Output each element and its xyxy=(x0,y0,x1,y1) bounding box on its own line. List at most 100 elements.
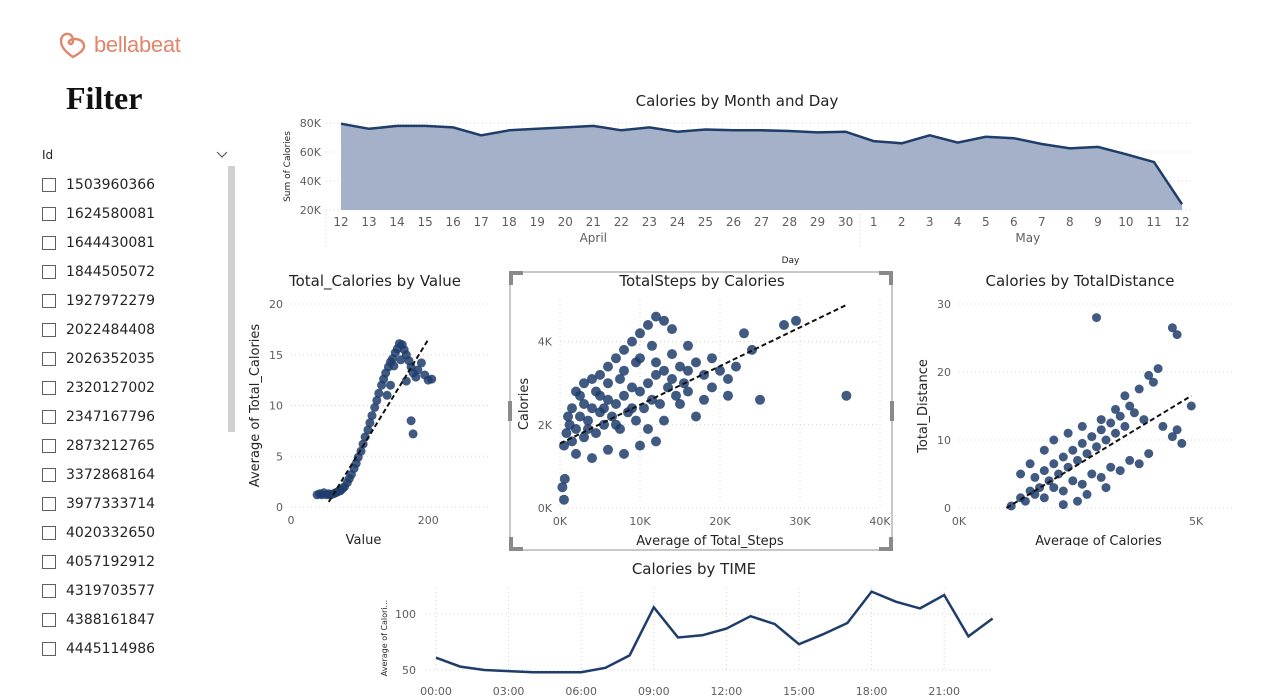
resize-handle-left[interactable] xyxy=(508,401,512,421)
slicer-item[interactable]: 3977333714 xyxy=(42,489,222,518)
data-point xyxy=(1148,377,1158,387)
checkbox[interactable] xyxy=(42,554,56,569)
slicer-item[interactable]: 1624580081 xyxy=(42,199,222,228)
checkbox[interactable] xyxy=(42,525,56,540)
data-point xyxy=(1115,411,1125,421)
y-axis-label: Average of Total_Calories xyxy=(248,324,263,488)
slicer-item[interactable]: 4319703577 xyxy=(42,576,222,605)
slicer-item[interactable]: 4445114986 xyxy=(42,634,222,663)
checkbox[interactable] xyxy=(42,496,56,511)
scatter-chart-totalsteps-calories[interactable]: 0K 2K 4K 0K 10K 20K 30K 40K Average of Total_Ste… xyxy=(512,290,890,548)
x-tick-label: 3 xyxy=(926,215,934,229)
x-tick-label: 29 xyxy=(810,215,825,229)
data-point xyxy=(1016,469,1026,479)
data-point xyxy=(603,444,613,455)
data-point xyxy=(413,365,423,375)
data-point xyxy=(559,494,569,505)
x-tick-label: 10K xyxy=(629,515,651,528)
checkbox[interactable] xyxy=(42,293,56,308)
data-point xyxy=(1077,421,1087,431)
checkbox[interactable] xyxy=(42,583,56,598)
slicer-item[interactable]: 2320127002 xyxy=(42,373,222,402)
data-point xyxy=(408,429,418,439)
slicer-item[interactable]: 2022484408 xyxy=(42,315,222,344)
scatter-chart-calories-totaldistance[interactable]: 0 10 20 30 0K 5K Average of Calories Total_Dist… xyxy=(910,290,1240,546)
visual-focus-frame[interactable] xyxy=(508,271,894,551)
slicer-item[interactable]: 1644430081 xyxy=(42,228,222,257)
slicer-item[interactable]: 1844505072 xyxy=(42,257,222,286)
data-point xyxy=(627,382,637,393)
x-tick-label: 15:00 xyxy=(783,685,815,698)
checkbox[interactable] xyxy=(42,264,56,279)
y-tick-label: 2K xyxy=(538,419,553,432)
checkbox[interactable] xyxy=(42,467,56,482)
y-axis-label: Total_Distance xyxy=(916,359,931,454)
slicer-item[interactable]: 1927972279 xyxy=(42,286,222,315)
slicer-item-label: 2873212765 xyxy=(66,437,156,454)
data-point xyxy=(635,328,645,339)
slicer-item[interactable]: 4388161847 xyxy=(42,605,222,634)
data-point xyxy=(631,357,641,368)
data-point xyxy=(1120,421,1130,431)
data-point xyxy=(1058,486,1068,496)
y-tick-label: 15 xyxy=(269,349,283,362)
resize-handle-right[interactable] xyxy=(890,401,894,421)
data-point xyxy=(627,336,637,347)
x-tick-label: 13 xyxy=(361,215,376,229)
data-point xyxy=(1039,493,1049,503)
data-point xyxy=(643,424,653,434)
y-tick-label: 60K xyxy=(300,146,322,159)
checkbox[interactable] xyxy=(42,438,56,453)
checkbox[interactable] xyxy=(42,206,56,221)
data-point xyxy=(591,428,601,439)
data-point xyxy=(659,315,669,326)
slicer-item[interactable]: 2873212765 xyxy=(42,431,222,460)
data-point xyxy=(619,344,629,355)
checkbox[interactable] xyxy=(42,322,56,337)
checkbox[interactable] xyxy=(42,235,56,250)
data-point xyxy=(607,411,617,422)
x-tick-label: 27 xyxy=(754,215,769,229)
checkbox[interactable] xyxy=(42,641,56,656)
data-point xyxy=(1139,415,1149,425)
checkbox[interactable] xyxy=(42,380,56,395)
data-point xyxy=(1158,421,1168,431)
x-tick-label: 0K xyxy=(952,515,967,528)
slicer-item-label: 1927972279 xyxy=(66,292,156,309)
slicer-item[interactable]: 1503960366 xyxy=(42,170,222,199)
data-point xyxy=(1115,466,1125,476)
data-point xyxy=(401,376,411,386)
data-point xyxy=(611,419,621,430)
line-chart-calories-time[interactable]: 50 100 00:00 03:00 06:00 09:00 12:00 15:00 18:00… xyxy=(375,580,1005,698)
slicer-item[interactable]: 4057192912 xyxy=(42,547,222,576)
slicer-item[interactable]: 4020332650 xyxy=(42,518,222,547)
chevron-down-icon[interactable] xyxy=(215,148,229,162)
checkbox[interactable] xyxy=(42,351,56,366)
data-point xyxy=(567,403,577,414)
checkbox[interactable] xyxy=(42,612,56,627)
slicer-item[interactable]: 2026352035 xyxy=(42,344,222,373)
checkbox[interactable] xyxy=(42,177,56,192)
slicer-item[interactable]: 3372868164 xyxy=(42,460,222,489)
x-tick-label: 6 xyxy=(1010,215,1018,229)
data-point xyxy=(1058,500,1068,510)
data-point xyxy=(683,365,693,376)
data-point xyxy=(723,374,733,384)
data-point xyxy=(1172,330,1182,340)
x-tick-label: 24 xyxy=(670,215,685,229)
data-point xyxy=(599,419,609,430)
data-point xyxy=(1106,418,1116,428)
chart-title-total-calories-value: Total_Calories by Value xyxy=(288,272,462,290)
y-axis-label: Calories xyxy=(517,378,532,431)
slicer-scrollbar[interactable] xyxy=(228,166,235,432)
data-point xyxy=(374,388,384,398)
checkbox[interactable] xyxy=(42,409,56,424)
x-tick-label: 9 xyxy=(1094,215,1102,229)
slicer-item[interactable]: 2347167796 xyxy=(42,402,222,431)
data-point xyxy=(1111,428,1120,438)
data-point xyxy=(372,395,382,405)
data-point xyxy=(755,394,765,405)
data-point xyxy=(667,349,677,360)
